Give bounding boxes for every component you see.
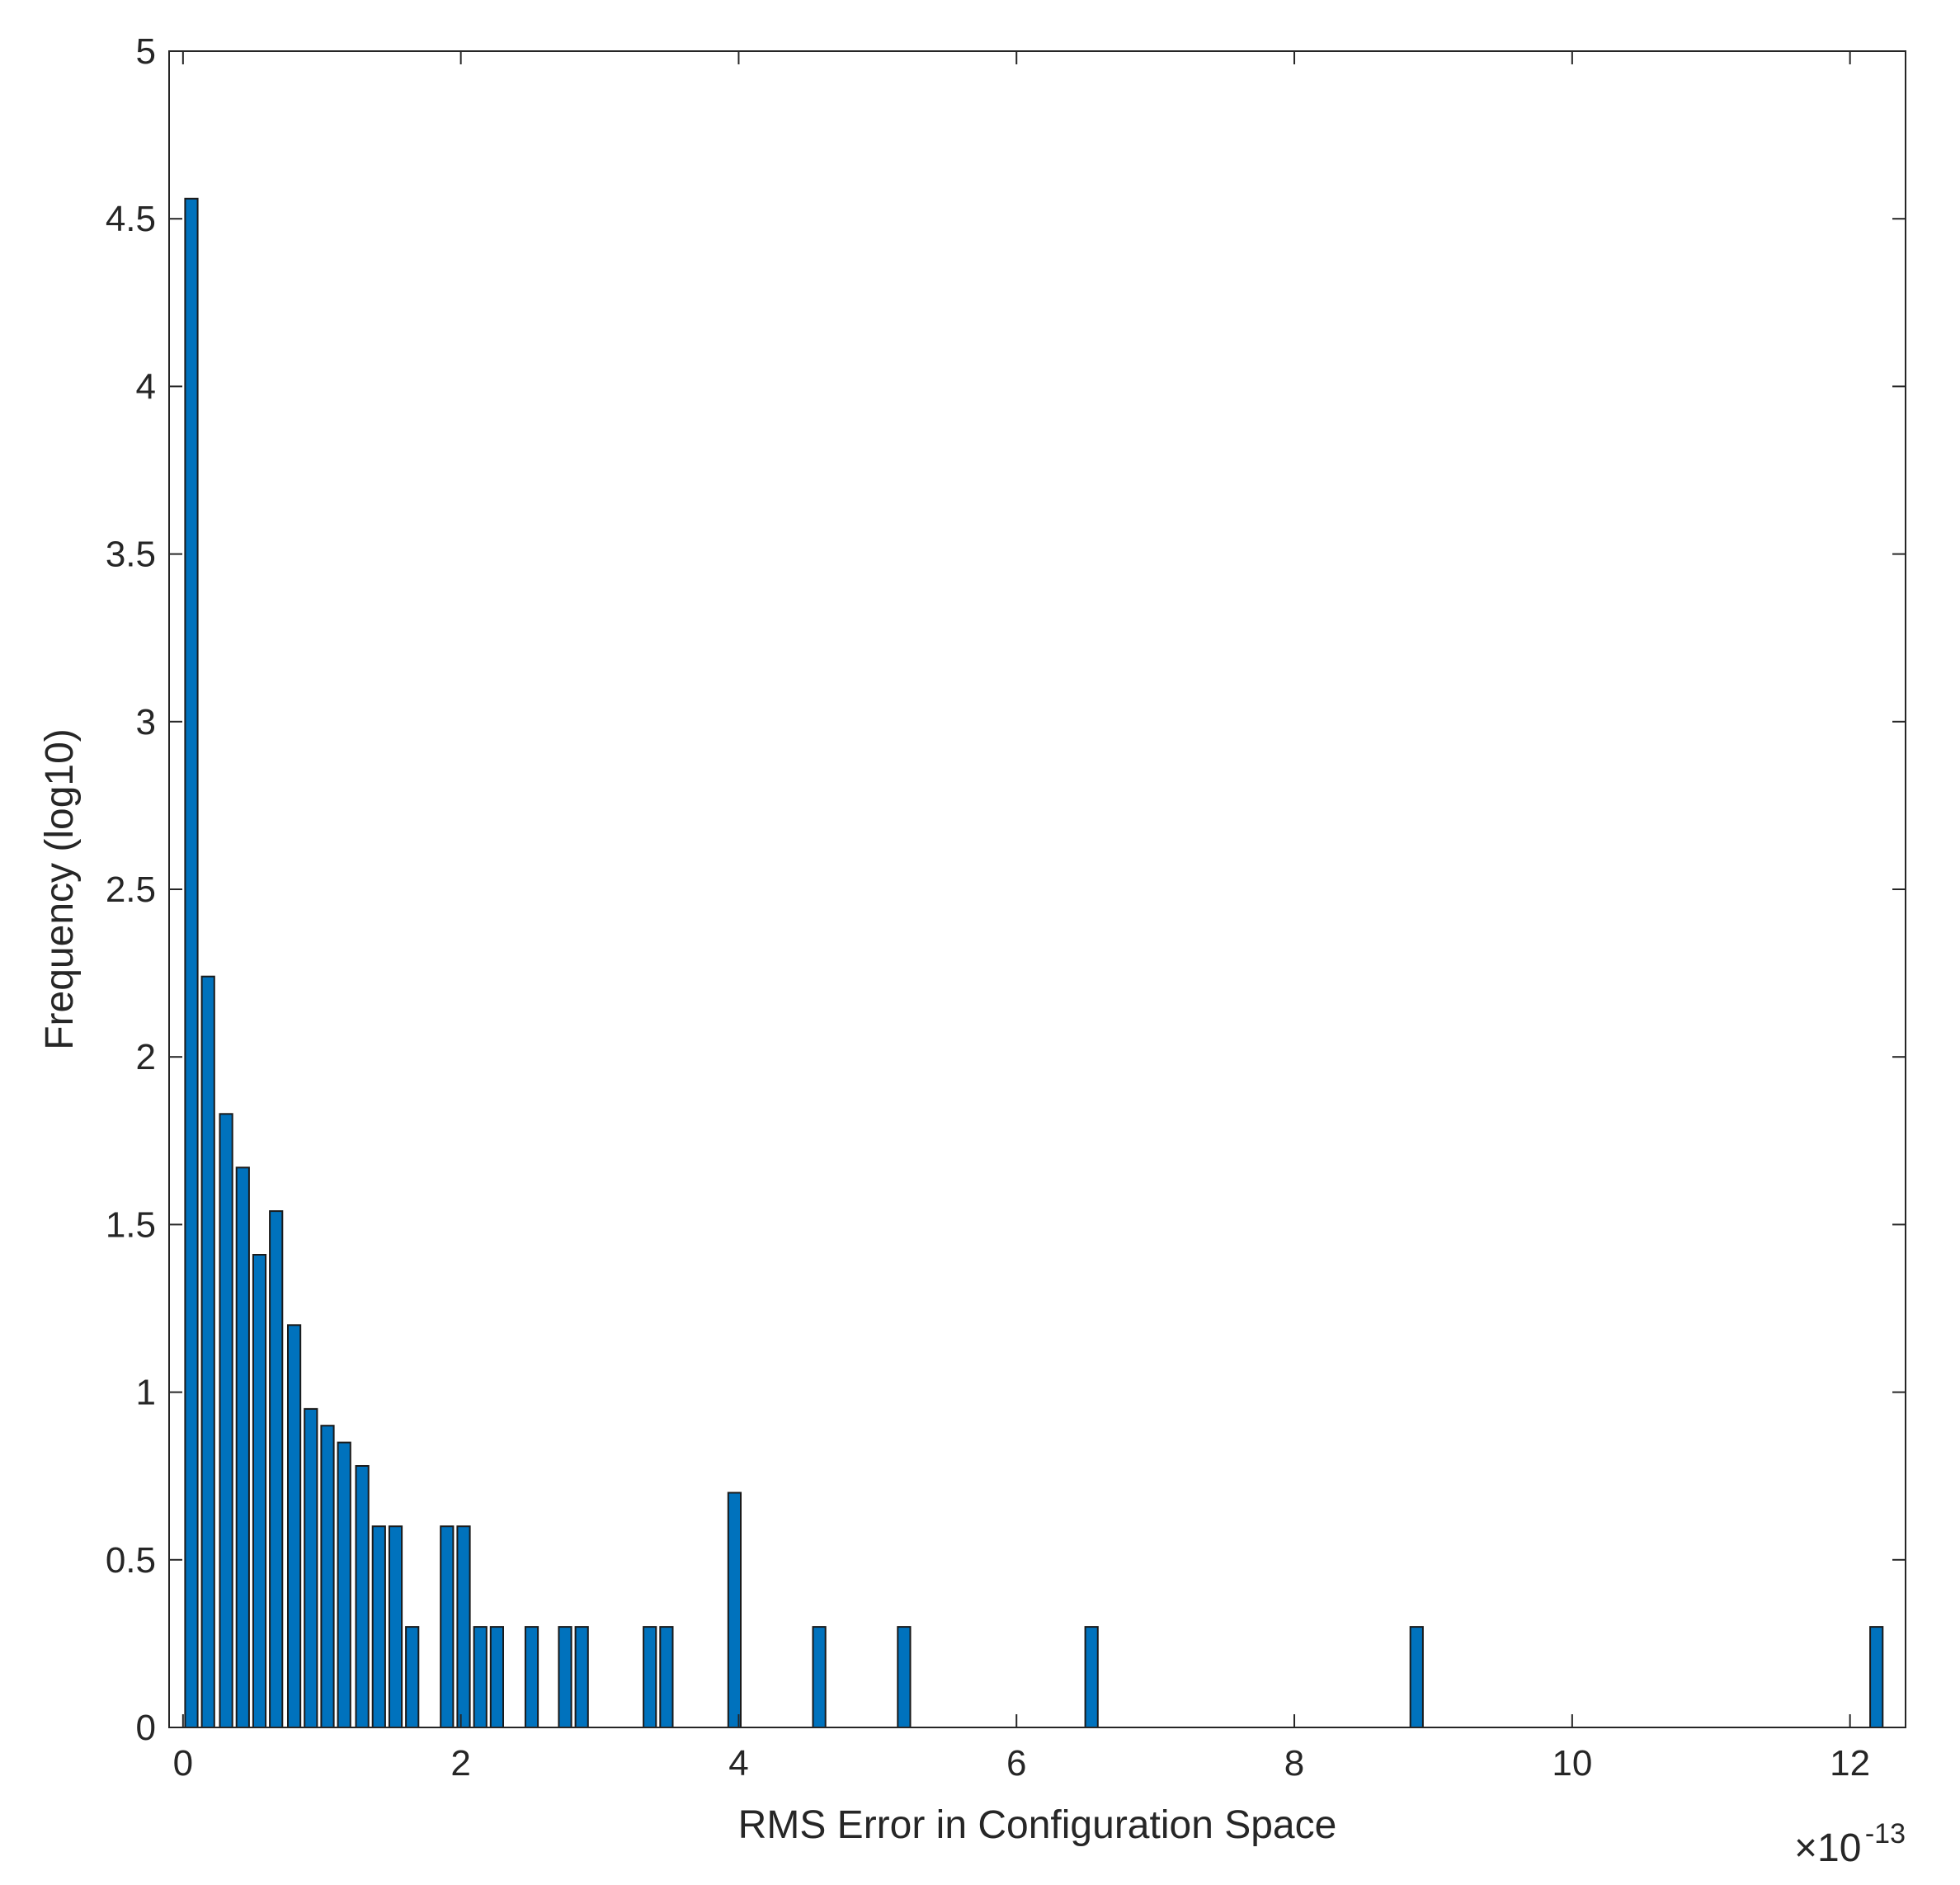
x-tick-label-0: 0	[173, 1743, 193, 1784]
bar-3	[235, 1166, 250, 1729]
bar-1	[200, 975, 215, 1728]
bar-27	[1409, 1626, 1424, 1728]
y-tick-label-9: 4.5	[106, 199, 156, 239]
x-axis-label: RMS Error in Configuration Space	[738, 1803, 1337, 1847]
bar-25	[897, 1626, 912, 1728]
y-tick-label-5: 2.5	[106, 869, 156, 910]
bar-15	[456, 1525, 471, 1728]
x-exponent-power: -13	[1865, 1818, 1906, 1850]
bar-28	[1869, 1626, 1884, 1728]
bar-10	[355, 1465, 370, 1728]
bar-22	[659, 1626, 674, 1728]
x-axis-exponent: ×10 -13	[1794, 1818, 1906, 1870]
y-tick-label-10: 5	[136, 31, 156, 72]
y-tick-label-0: 0	[136, 1708, 156, 1748]
bar-6	[287, 1324, 302, 1729]
bar-7	[304, 1407, 318, 1729]
x-tick-label-5: 10	[1552, 1743, 1592, 1784]
x-tick-label-1: 2	[450, 1743, 470, 1784]
bar-24	[812, 1626, 827, 1728]
bar-12	[388, 1525, 403, 1728]
x-exponent-prefix: ×10	[1794, 1826, 1861, 1870]
x-tick-label-4: 8	[1284, 1743, 1304, 1784]
bar-23	[727, 1492, 742, 1728]
bar-9	[337, 1441, 351, 1728]
bar-4	[252, 1254, 267, 1728]
bar-21	[643, 1626, 657, 1728]
x-tick-label-6: 12	[1830, 1743, 1870, 1784]
bar-14	[440, 1525, 455, 1728]
y-axis-label: Frequency (log10)	[38, 728, 82, 1050]
bar-8	[320, 1425, 335, 1728]
bar-0	[184, 197, 199, 1728]
y-tick-label-2: 1	[136, 1373, 156, 1413]
bar-26	[1084, 1626, 1099, 1728]
bar-13	[405, 1626, 420, 1728]
ticks-group	[169, 50, 1906, 1728]
bar-18	[524, 1626, 539, 1728]
bar-19	[558, 1626, 572, 1728]
bar-11	[371, 1525, 386, 1728]
y-tick-label-7: 3.5	[106, 535, 156, 575]
plot-frame	[168, 50, 1906, 1728]
bar-2	[219, 1113, 233, 1729]
bar-17	[489, 1626, 504, 1728]
y-tick-label-4: 2	[136, 1037, 156, 1077]
bar-5	[269, 1210, 284, 1728]
tick-labels-group: 0 2 4 6 8 10 12 0 0.5 1 1.5 2 2.5 3 3.5 4 4.5 5	[106, 31, 1870, 1784]
y-tick-label-1: 0.5	[106, 1540, 156, 1581]
bar-20	[574, 1626, 589, 1728]
x-tick-label-3: 6	[1006, 1743, 1026, 1784]
bars-group	[184, 197, 1884, 1729]
x-tick-label-2: 4	[728, 1743, 748, 1784]
y-tick-label-8: 4	[136, 366, 156, 407]
y-tick-label-6: 3	[136, 702, 156, 742]
y-tick-label-3: 1.5	[106, 1204, 156, 1245]
bar-16	[473, 1626, 488, 1728]
